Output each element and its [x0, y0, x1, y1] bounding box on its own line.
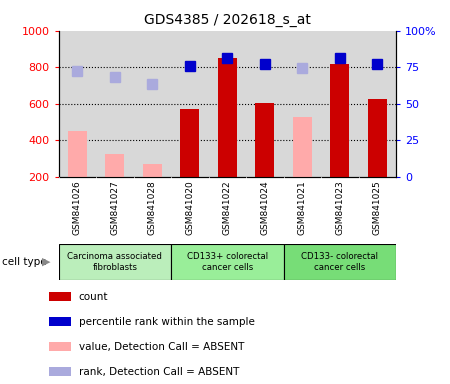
Bar: [284, 244, 396, 280]
Text: CD133- colorectal
cancer cells: CD133- colorectal cancer cells: [301, 252, 378, 272]
Bar: [171, 244, 284, 280]
Text: GSM841020: GSM841020: [185, 180, 194, 235]
Text: GSM841021: GSM841021: [298, 180, 307, 235]
Bar: [143, 164, 162, 177]
Bar: [256, 103, 274, 177]
Text: value, Detection Call = ABSENT: value, Detection Call = ABSENT: [79, 341, 244, 352]
Bar: [58, 244, 171, 280]
Bar: [105, 154, 124, 177]
Text: GSM841022: GSM841022: [223, 180, 232, 235]
Text: rank, Detection Call = ABSENT: rank, Detection Call = ABSENT: [79, 366, 239, 377]
Bar: [49, 367, 71, 376]
Text: ▶: ▶: [42, 257, 50, 267]
Bar: [293, 118, 311, 177]
Text: percentile rank within the sample: percentile rank within the sample: [79, 316, 255, 327]
Text: count: count: [79, 291, 108, 302]
Text: GSM841028: GSM841028: [148, 180, 157, 235]
Text: Carcinoma associated
fibroblasts: Carcinoma associated fibroblasts: [68, 252, 162, 272]
Text: GSM841024: GSM841024: [260, 180, 269, 235]
Bar: [180, 109, 199, 177]
Text: cell type: cell type: [2, 257, 47, 267]
Text: GSM841025: GSM841025: [373, 180, 382, 235]
Bar: [49, 292, 71, 301]
Text: CD133+ colorectal
cancer cells: CD133+ colorectal cancer cells: [187, 252, 268, 272]
Text: GSM841023: GSM841023: [335, 180, 344, 235]
Bar: [49, 317, 71, 326]
Bar: [218, 58, 237, 177]
Bar: [68, 131, 86, 177]
Bar: [330, 65, 349, 177]
Text: GSM841026: GSM841026: [73, 180, 82, 235]
Text: GSM841027: GSM841027: [110, 180, 119, 235]
Bar: [49, 342, 71, 351]
Title: GDS4385 / 202618_s_at: GDS4385 / 202618_s_at: [144, 13, 310, 27]
Bar: [368, 99, 387, 177]
